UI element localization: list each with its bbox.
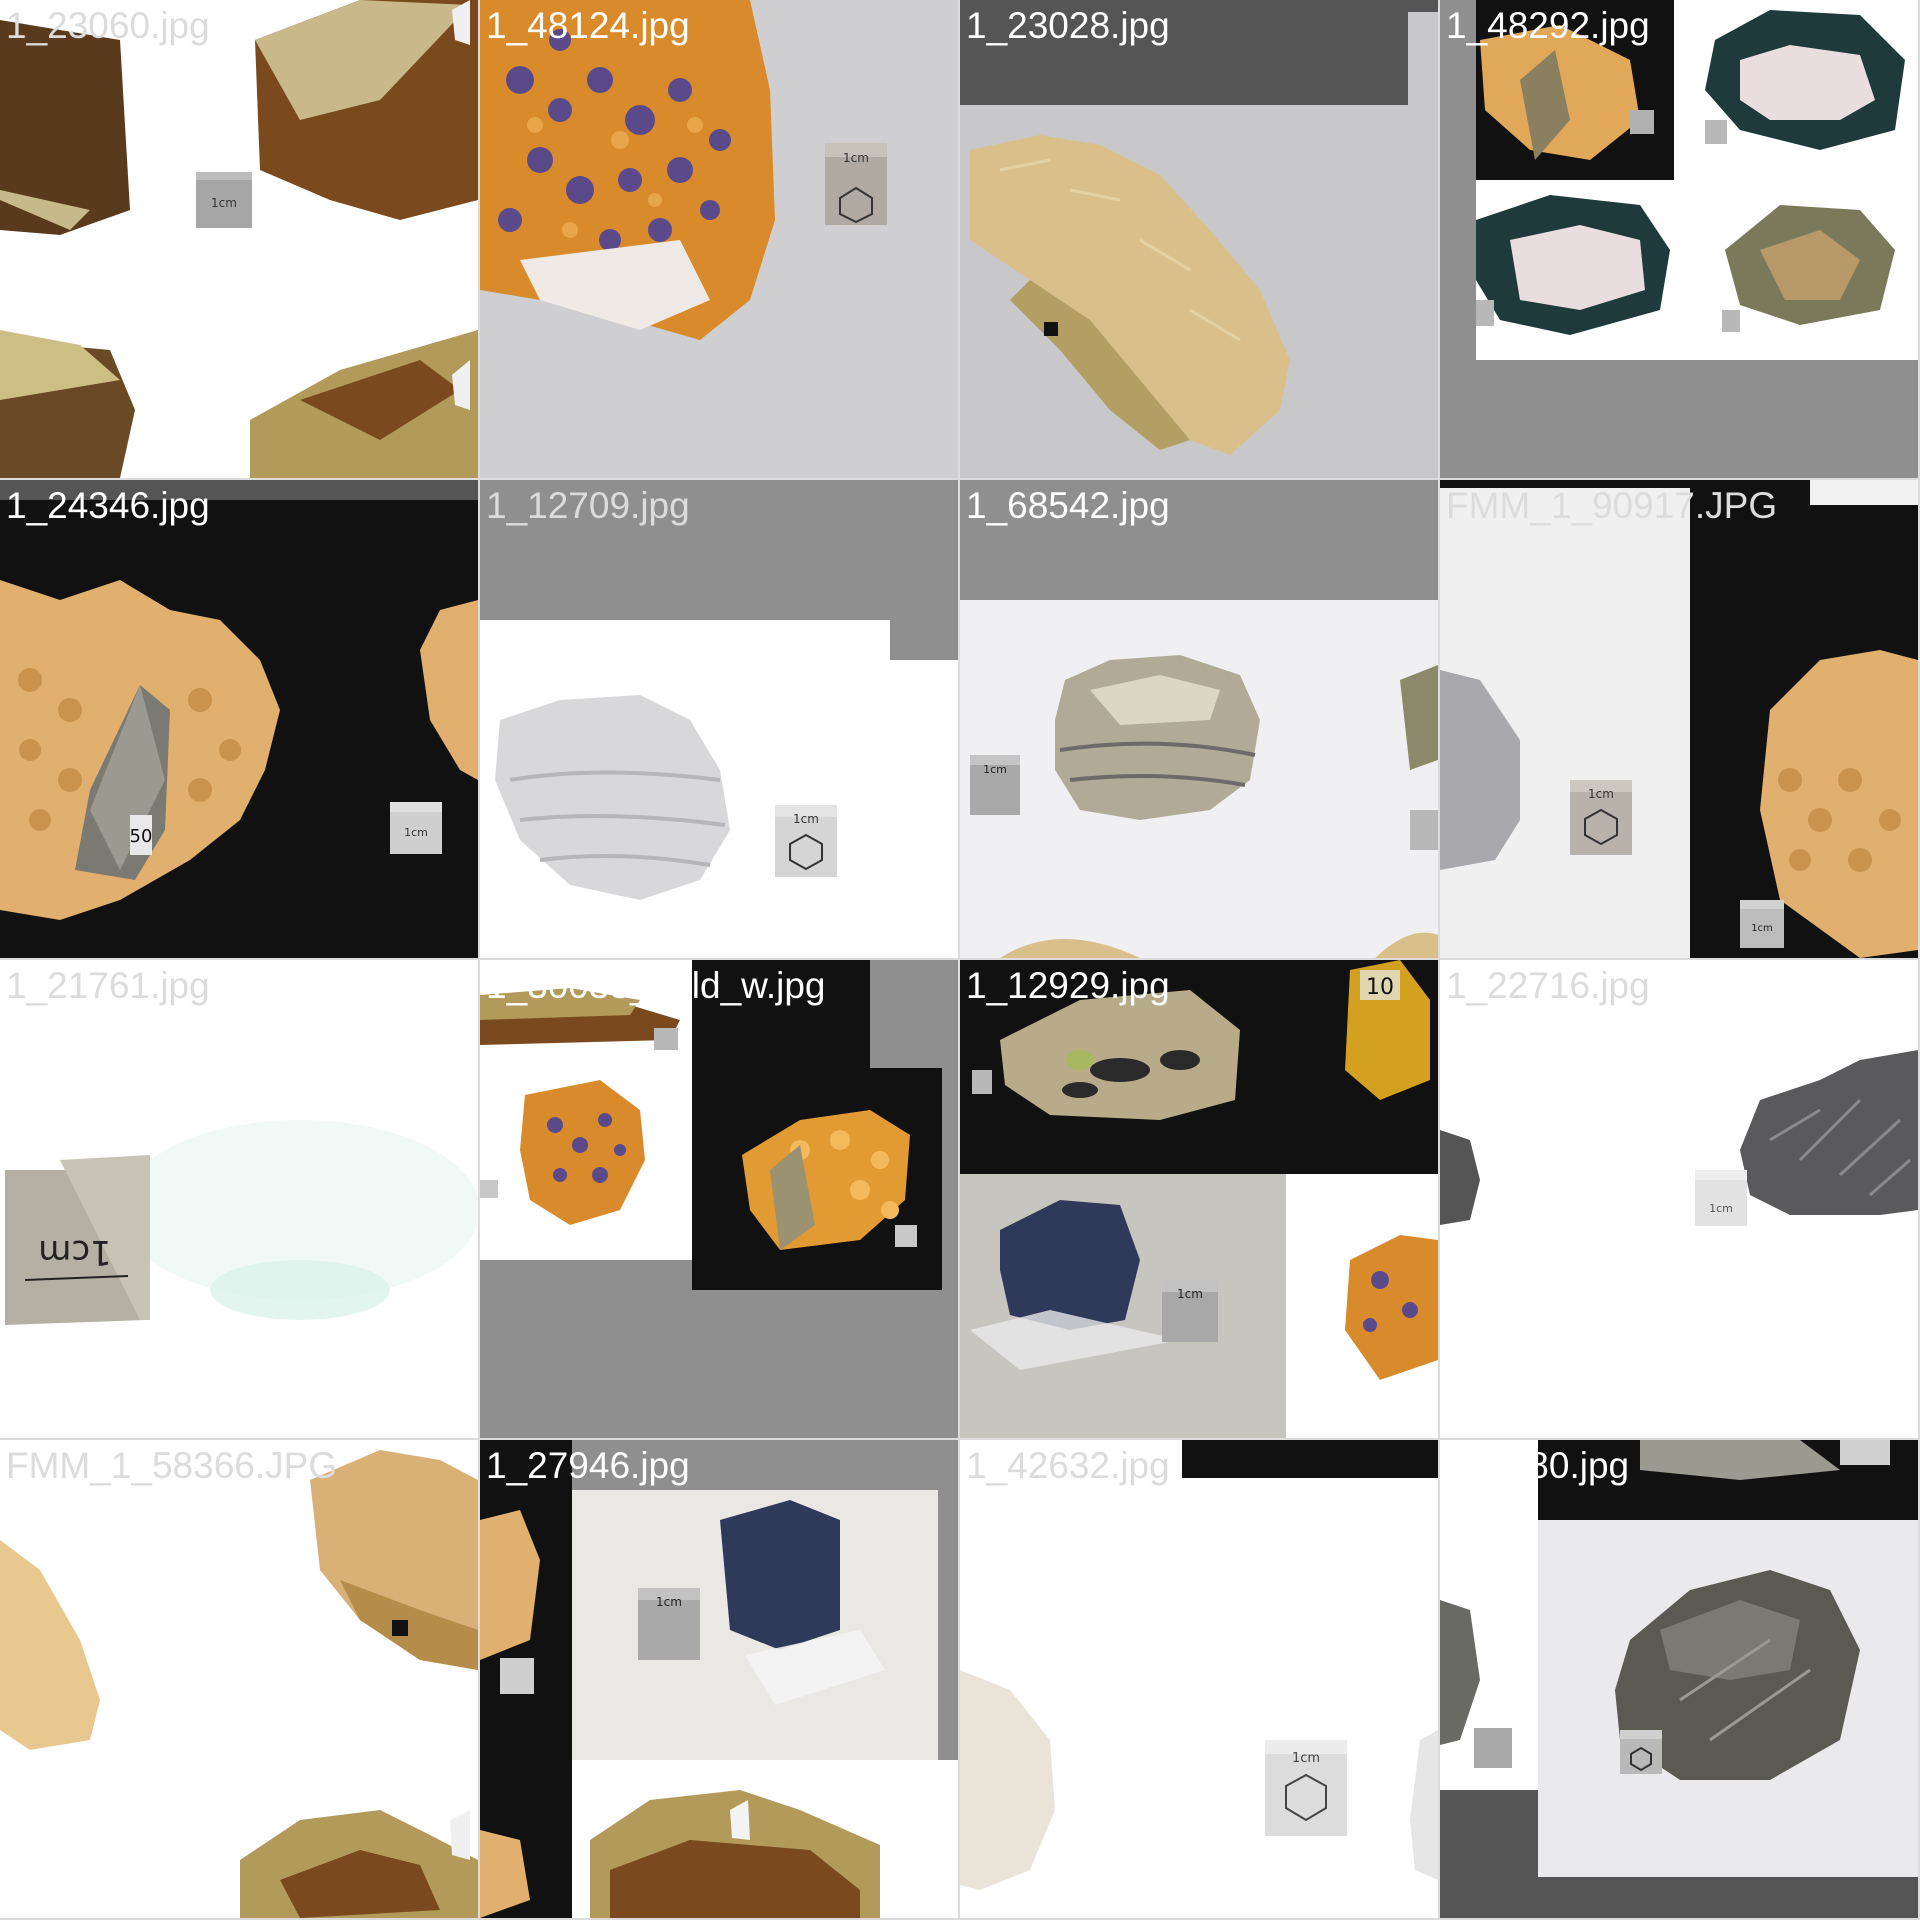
- thumbnail-filename: 1_68542.jpg: [966, 485, 1170, 526]
- thumbnail-filename: FMM_1_58366.JPG: [6, 1445, 338, 1486]
- scale-cube: 1cm: [638, 1588, 700, 1660]
- scale-cube: 1cm: [1162, 1280, 1218, 1342]
- scale-cube: 1cm: [825, 143, 887, 225]
- thumbnail-filename: 1_12929.jpg: [966, 965, 1170, 1006]
- thumbnail-tile[interactable]: 1_1580.jpg: [1440, 1440, 1918, 1918]
- thumbnail-filename: 1_21761.jpg: [6, 965, 210, 1006]
- specimen-image: [0, 1440, 478, 1918]
- thumbnail-tile[interactable]: 1cm 1_42632.jpg: [960, 1440, 1438, 1918]
- specimen-image: 1cm: [0, 0, 478, 478]
- svg-text:1cm: 1cm: [1709, 1202, 1733, 1215]
- svg-text:1cm: 1cm: [983, 763, 1007, 776]
- svg-text:1cm: 1cm: [211, 196, 237, 210]
- thumbnail-filename: 1_1580.jpg: [1446, 1445, 1630, 1486]
- thumbnail-tile[interactable]: 1cm 1_22716.jpg: [1440, 960, 1918, 1438]
- thumbnail-filename: 1_22716.jpg: [1446, 965, 1650, 1006]
- scale-cube: 1cm: [970, 755, 1020, 815]
- thumbnail-tile[interactable]: 1cm 1_68542.jpg: [960, 480, 1438, 958]
- svg-text:1cm: 1cm: [404, 826, 428, 839]
- thumbnail-filename: FMM_1_90917.JPG: [1446, 485, 1778, 526]
- thumbnail-tile[interactable]: 1cm 1_27946.jpg: [480, 1440, 958, 1918]
- svg-text:1cm: 1cm: [793, 812, 819, 826]
- specimen-image: 1cm: [960, 1440, 1438, 1918]
- specimen-image: [960, 0, 1438, 478]
- thumbnail-tile[interactable]: 1_48292.jpg: [1440, 0, 1918, 478]
- specimen-image: 10 1cm: [960, 960, 1438, 1438]
- specimen-image: 1cm: [480, 1440, 958, 1918]
- thumbnail-tile[interactable]: 50 1cm 1_24346.jpg: [0, 480, 478, 958]
- thumbnail-filename: 1_23028.jpg: [966, 5, 1170, 46]
- thumbnail-tile[interactable]: 1cm 1_23060.jpg: [0, 0, 478, 478]
- thumbnail-tile[interactable]: FMM_1_58366.JPG: [0, 1440, 478, 1918]
- svg-text:1cm: 1cm: [656, 1595, 682, 1609]
- thumbnail-tile[interactable]: 1cm 1_21761.jpg: [0, 960, 478, 1438]
- specimen-image: 1cm: [480, 0, 958, 478]
- svg-text:1cm: 1cm: [1751, 923, 1773, 934]
- svg-text:1cm: 1cm: [1588, 787, 1614, 801]
- scale-cube: 1cm: [1265, 1740, 1347, 1836]
- thumbnail-tile[interactable]: 1cm 1_48124.jpg: [480, 0, 958, 478]
- thumbnail-filename: 1_48124.jpg: [486, 5, 690, 46]
- scale-cube: [1620, 1730, 1662, 1774]
- thumbnail-tile[interactable]: 1_23028.jpg: [960, 0, 1438, 478]
- thumbnail-tile[interactable]: 1cm 1cm FMM_1_90917.JPG: [1440, 480, 1918, 958]
- svg-text:1cm: 1cm: [843, 151, 869, 165]
- specimen-image: 50 1cm: [0, 480, 478, 958]
- thumbnail-tile[interactable]: 1_30033_gold_w.jpg: [480, 960, 958, 1438]
- thumbnail-filename: 1_23060.jpg: [6, 5, 210, 46]
- thumbnail-filename: 1_27946.jpg: [486, 1445, 690, 1486]
- specimen-image: [480, 960, 958, 1438]
- scale-cube: 1cm: [1740, 900, 1784, 948]
- scale-cube: 1cm: [1695, 1170, 1747, 1226]
- svg-text:10: 10: [1366, 975, 1394, 1000]
- scale-cube: 1cm: [5, 1155, 150, 1325]
- specimen-image: 1cm: [960, 480, 1438, 958]
- thumbnail-filename: 1_24346.jpg: [6, 485, 210, 526]
- svg-text:1cm: 1cm: [38, 1232, 111, 1272]
- svg-text:50: 50: [130, 826, 153, 847]
- scale-cube: 1cm: [775, 805, 837, 877]
- specimen-image: [1440, 0, 1918, 478]
- specimen-image: 1cm: [0, 960, 478, 1438]
- scale-cube: 1cm: [196, 172, 252, 228]
- thumbnail-filename: 1_12709.jpg: [486, 485, 690, 526]
- svg-text:1cm: 1cm: [1177, 1287, 1203, 1301]
- specimen-image: 1cm: [1440, 960, 1918, 1438]
- specimen-image: 1cm 1cm: [1440, 480, 1918, 958]
- svg-text:1cm: 1cm: [1292, 1751, 1320, 1766]
- thumbnail-tile[interactable]: 10 1cm 1_12929.jpg: [960, 960, 1438, 1438]
- specimen-image: [1440, 1440, 1918, 1918]
- scale-cube: 1cm: [390, 802, 442, 854]
- thumbnail-filename: 1_48292.jpg: [1446, 5, 1650, 46]
- thumbnail-tile[interactable]: 1cm 1_12709.jpg: [480, 480, 958, 958]
- specimen-image: 1cm: [480, 480, 958, 958]
- scale-cube: 1cm: [1570, 780, 1632, 855]
- thumbnail-filename: 1_30033_gold_w.jpg: [486, 965, 826, 1006]
- thumbnail-filename: 1_42632.jpg: [966, 1445, 1170, 1486]
